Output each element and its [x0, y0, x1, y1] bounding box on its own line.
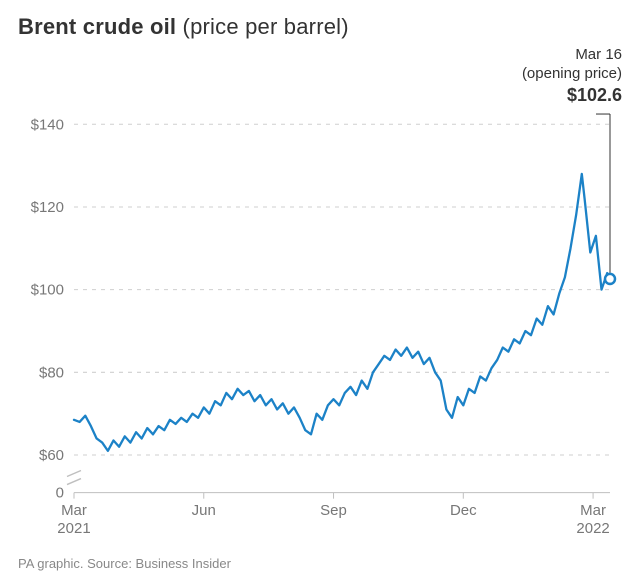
x-tick-label: Sep — [320, 502, 347, 519]
callout-date: Mar 16 — [522, 46, 622, 65]
callout-note: (opening price) — [522, 65, 622, 84]
y-tick-label: $100 — [31, 282, 64, 299]
price-line — [74, 174, 610, 451]
x-tick-year: 2021 — [57, 520, 90, 537]
title-bold: Brent crude oil — [18, 14, 176, 39]
y-tick-label: $60 — [39, 447, 64, 464]
highlight-marker — [605, 274, 615, 284]
y-tick-label: $120 — [31, 199, 64, 216]
price-callout: Mar 16 (opening price) $102.6 — [522, 46, 622, 106]
chart-title: Brent crude oil (price per barrel) — [18, 14, 622, 40]
x-tick-label: Mar — [580, 502, 606, 519]
x-tick-label: Dec — [450, 502, 477, 519]
source-line: PA graphic. Source: Business Insider — [18, 556, 231, 571]
y-tick-label: $140 — [31, 116, 64, 133]
title-light: (price per barrel) — [176, 14, 349, 39]
x-tick-year: 2022 — [576, 520, 609, 537]
axis-break-icon — [67, 470, 81, 484]
x-tick-label: Jun — [192, 502, 216, 519]
y-tick-label: 0 — [56, 485, 64, 502]
callout-value: $102.6 — [522, 84, 622, 107]
chart-svg: 0$60$80$100$120$140Mar2021JunSepDecMar20… — [18, 110, 622, 545]
y-tick-label: $80 — [39, 364, 64, 381]
chart-plot: 0$60$80$100$120$140Mar2021JunSepDecMar20… — [18, 110, 622, 545]
x-tick-label: Mar — [61, 502, 87, 519]
